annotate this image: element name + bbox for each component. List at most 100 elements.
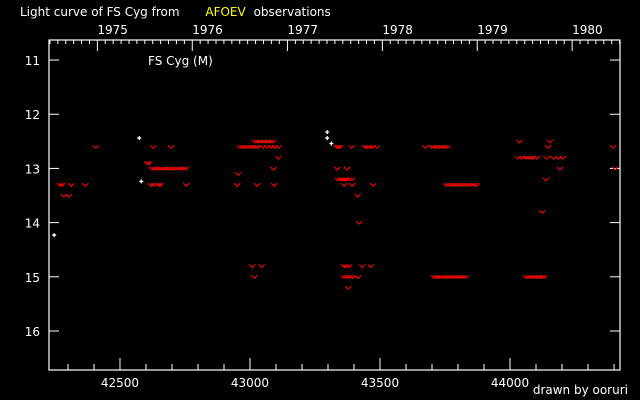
fainter-than-point xyxy=(348,144,356,150)
observation-point xyxy=(52,233,57,238)
fainter-than-point xyxy=(444,144,451,150)
fainter-than-point xyxy=(274,155,282,160)
fainter-than-point xyxy=(269,139,277,144)
fainter-than-point xyxy=(451,182,459,187)
fainter-than-point xyxy=(355,220,363,225)
y-tick-label: 14 xyxy=(25,217,40,231)
fainter-than-point xyxy=(559,155,567,160)
fainter-than-point xyxy=(448,274,456,280)
fainter-than-point xyxy=(346,274,354,280)
fainter-than-point xyxy=(259,139,267,144)
fainter-than-point xyxy=(435,274,443,280)
fainter-than-point xyxy=(522,274,530,280)
fainter-than-point xyxy=(340,274,348,280)
fainter-than-point xyxy=(361,144,369,150)
fainter-than-point xyxy=(441,144,449,150)
fainter-than-point xyxy=(470,182,478,187)
year-label: 1979 xyxy=(477,23,508,37)
x-tick-label: 44000 xyxy=(491,376,529,390)
y-tick-label: 12 xyxy=(25,108,40,122)
fainter-than-point xyxy=(451,274,459,280)
fainter-than-point xyxy=(56,182,64,187)
fainter-than-point xyxy=(147,182,155,187)
fainter-than-point xyxy=(267,139,274,144)
fainter-than-point xyxy=(158,166,166,171)
fainter-than-point xyxy=(256,139,264,144)
fainter-than-point xyxy=(430,144,438,150)
fainter-than-point xyxy=(239,144,247,150)
fainter-than-point xyxy=(82,182,89,187)
fainter-than-point xyxy=(233,182,241,187)
fainter-than-point xyxy=(344,285,352,290)
fainter-than-point xyxy=(442,182,450,187)
fainter-than-point xyxy=(340,264,348,269)
fainter-than-point xyxy=(182,182,190,187)
fainter-than-point xyxy=(459,182,467,187)
fainter-than-point xyxy=(533,155,541,160)
fainter-than-point xyxy=(354,274,362,280)
fainter-than-point xyxy=(333,166,341,171)
fainter-than-point xyxy=(430,274,438,280)
fainter-than-point xyxy=(254,144,262,150)
fainter-than-point xyxy=(468,182,475,187)
fainter-than-point xyxy=(538,274,546,280)
fainter-than-point xyxy=(343,166,351,171)
fainter-than-point xyxy=(364,144,371,150)
fainter-than-point xyxy=(247,144,254,150)
x-tick-label: 43000 xyxy=(231,376,269,390)
fainter-than-point xyxy=(358,264,366,269)
title-source: AFOEV xyxy=(205,5,246,19)
credit-label: drawn by ooruri xyxy=(533,383,628,397)
fainter-than-point xyxy=(143,161,151,166)
fainter-than-point xyxy=(167,144,175,150)
fainter-than-point xyxy=(348,177,356,182)
fainter-than-point xyxy=(345,177,353,182)
x-tick-label: 43500 xyxy=(361,376,399,390)
fainter-than-point xyxy=(454,182,461,187)
fainter-than-point xyxy=(166,166,174,171)
fainter-than-point xyxy=(264,139,272,144)
chart-title: Light curve of FS Cyg from AFOEV observa… xyxy=(20,5,331,19)
fainter-than-point xyxy=(60,193,68,198)
fainter-than-point xyxy=(345,264,353,269)
fainter-than-point xyxy=(65,193,73,198)
observation-point xyxy=(325,136,330,141)
fainter-than-point xyxy=(336,144,344,150)
fainter-than-point xyxy=(169,166,177,171)
fainter-than-point xyxy=(164,166,171,171)
year-label: 1976 xyxy=(192,23,223,37)
star-label: FS Cyg (M) xyxy=(148,54,213,68)
observation-point xyxy=(329,141,334,146)
title-prefix: Light curve of FS Cyg from xyxy=(20,5,180,19)
fainter-than-point xyxy=(515,139,523,144)
fainter-than-point xyxy=(433,274,441,280)
fainter-than-point xyxy=(462,274,470,280)
fainter-than-point xyxy=(538,209,546,215)
observation-point xyxy=(137,136,142,141)
fainter-than-point xyxy=(241,144,249,150)
year-label: 1978 xyxy=(382,23,413,37)
fainter-than-point xyxy=(436,144,443,150)
fainter-than-point xyxy=(234,171,242,177)
fainter-than-point xyxy=(448,182,456,187)
fainter-than-point xyxy=(145,161,153,166)
fainter-than-point xyxy=(524,155,532,160)
fainter-than-point xyxy=(611,166,619,171)
fainter-than-point xyxy=(542,177,550,182)
fainter-than-point xyxy=(149,144,157,150)
fainter-than-point xyxy=(251,139,259,144)
fainter-than-point xyxy=(92,144,100,150)
fainter-than-point xyxy=(522,155,530,160)
fainter-than-point xyxy=(249,144,257,150)
fainter-than-point xyxy=(236,144,244,150)
fainter-than-point xyxy=(182,166,190,171)
axes: 42500 43000 43500 44000 11 12 13 14 15 16 1975 1976… xyxy=(25,23,621,390)
fainter-than-point xyxy=(525,274,533,280)
fainter-than-point xyxy=(354,193,362,198)
fainter-than-point xyxy=(550,155,557,160)
fainter-than-point xyxy=(438,144,446,150)
fainter-than-point xyxy=(156,166,164,171)
fainter-than-point xyxy=(556,166,564,171)
fainter-than-point xyxy=(543,155,551,160)
